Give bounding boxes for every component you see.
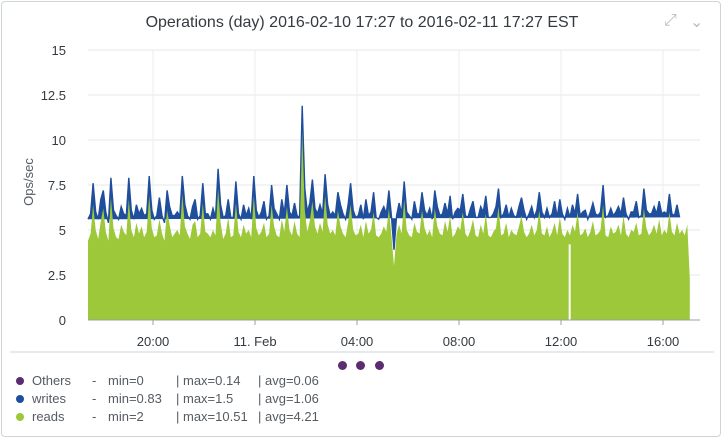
legend-avg: | avg=4.21 bbox=[258, 409, 319, 424]
pager-dot-2[interactable] bbox=[356, 361, 365, 370]
pager-dot-3[interactable] bbox=[375, 361, 384, 370]
legend-min: min=2 bbox=[108, 409, 144, 424]
y-tick-label: 5 bbox=[59, 223, 66, 238]
reads-area[interactable] bbox=[88, 131, 690, 320]
others-color-dot bbox=[16, 377, 24, 385]
y-tick-label: 10 bbox=[52, 133, 66, 148]
pager-dot-1[interactable] bbox=[338, 361, 347, 370]
y-tick-label: 0 bbox=[59, 313, 66, 328]
legend-avg: | avg=0.06 bbox=[258, 373, 319, 388]
series-areas bbox=[87, 105, 690, 320]
legend-dash: - bbox=[92, 409, 97, 424]
y-axis-label: Ops/sec bbox=[21, 158, 36, 206]
writes-color-dot bbox=[16, 395, 24, 403]
legend-max: | max=1.5 bbox=[176, 391, 234, 406]
x-tick-label: 16:00 bbox=[647, 334, 680, 349]
legend-name: writes bbox=[32, 391, 66, 406]
axes: 0 2.5 5 7.5 10 12.5 15 20:00 11. Feb 04:00 08:00 12… bbox=[10, 43, 714, 353]
data-gap bbox=[568, 244, 571, 320]
writes-line[interactable] bbox=[87, 105, 681, 250]
reads-color-dot bbox=[16, 413, 24, 421]
y-tick-label: 7.5 bbox=[48, 178, 66, 193]
legend-avg: | avg=1.06 bbox=[258, 391, 319, 406]
x-tick-label: 11. Feb bbox=[233, 334, 276, 349]
legend-name: Others bbox=[32, 373, 72, 388]
chart-title: Operations (day) 2016-02-10 17:27 to 201… bbox=[145, 14, 579, 31]
legend-min: min=0 bbox=[108, 373, 144, 388]
expand-icon[interactable]: ⤢ bbox=[664, 12, 677, 29]
legend-dash: - bbox=[92, 373, 97, 388]
y-tick-label: 12.5 bbox=[41, 88, 66, 103]
x-tick-label: 12:00 bbox=[545, 334, 578, 349]
x-tick-label: 04:00 bbox=[341, 334, 374, 349]
y-tick-label: 2.5 bbox=[48, 268, 66, 283]
legend-dash: - bbox=[92, 391, 97, 406]
legend-max: | max=10.51 bbox=[176, 409, 248, 424]
legend-max: | max=0.14 bbox=[176, 373, 241, 388]
x-tick-label: 08:00 bbox=[443, 334, 476, 349]
y-tick-label: 15 bbox=[52, 43, 66, 58]
legend-name: reads bbox=[32, 409, 65, 424]
chevron-down-icon[interactable]: ⌄ bbox=[690, 14, 704, 31]
legend-min: min=0.83 bbox=[108, 391, 162, 406]
x-tick-label: 20:00 bbox=[137, 334, 170, 349]
